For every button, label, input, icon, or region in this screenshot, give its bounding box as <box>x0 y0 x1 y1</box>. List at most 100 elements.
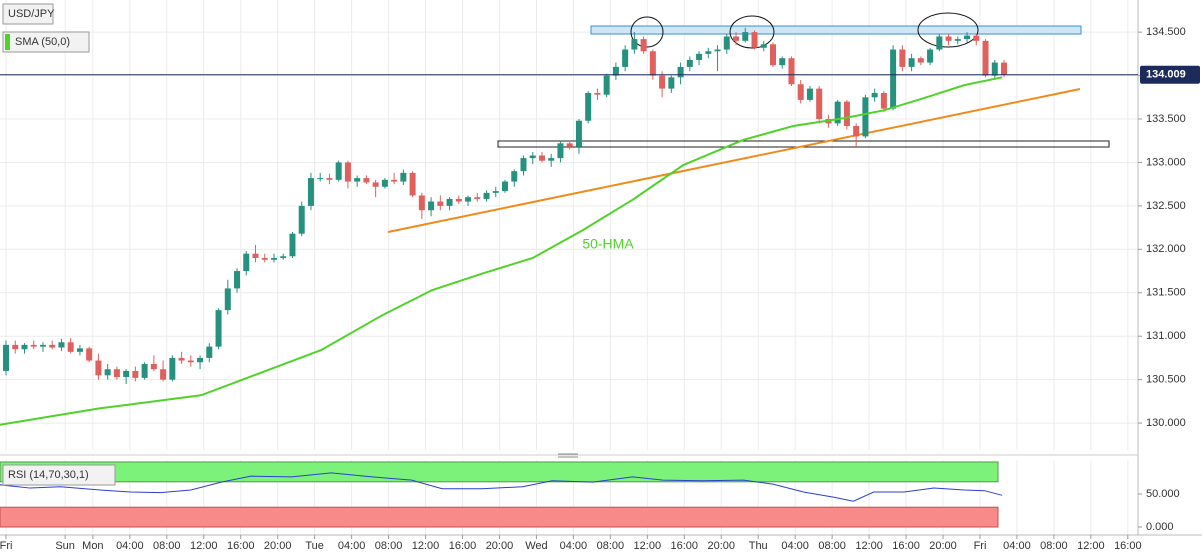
legend-swatch <box>5 34 10 50</box>
candle-body <box>945 36 952 41</box>
candle-body <box>234 271 241 289</box>
candle-body <box>640 39 647 52</box>
x-tick-label: 04:00 <box>338 540 366 552</box>
candle-body <box>843 101 850 126</box>
x-tick-label: 20:00 <box>707 540 735 552</box>
candle-body <box>160 369 167 380</box>
candle-body <box>890 49 897 109</box>
candle-body <box>834 101 841 124</box>
candle-body <box>1001 62 1008 75</box>
candle-body <box>612 66 619 76</box>
candle-body <box>677 66 684 78</box>
y-tick-label: 132.000 <box>1146 243 1186 255</box>
x-tick-label: 16:00 <box>1114 540 1142 552</box>
x-tick-label: 08:00 <box>375 540 403 552</box>
candle-body <box>631 39 638 50</box>
last-price-box <box>1140 65 1200 84</box>
candle-body <box>973 35 980 41</box>
candle-body <box>982 40 989 76</box>
x-tick-label: Wed <box>525 540 547 552</box>
x-tick-label: 12:00 <box>855 540 883 552</box>
candle-body <box>927 49 934 63</box>
candle-body <box>298 205 305 234</box>
candle-body <box>381 179 388 187</box>
x-tick-label: Thu <box>749 540 768 552</box>
candle-body <box>391 179 398 182</box>
candle-body <box>76 348 83 352</box>
candle-body <box>335 162 342 180</box>
candle-body <box>418 195 425 211</box>
candle-body <box>437 201 444 206</box>
x-tick-label: 16:00 <box>892 540 920 552</box>
x-tick-label: 08:00 <box>1040 540 1068 552</box>
y-tick-label: 131.500 <box>1146 287 1186 299</box>
candle-body <box>511 171 518 182</box>
candle-body <box>705 51 712 54</box>
x-tick-label: 08:00 <box>818 540 846 552</box>
candle-body <box>991 62 998 76</box>
candle-body <box>649 51 656 76</box>
x-tick-label: 04:00 <box>1003 540 1031 552</box>
candle-body <box>788 58 795 85</box>
candle-body <box>455 198 462 202</box>
candle-body <box>317 178 324 180</box>
candle-body <box>372 182 379 187</box>
trend-line <box>387 88 1081 233</box>
x-tick-label: 12:00 <box>190 540 218 552</box>
rsi-label: RSI (14,70,30,1) <box>8 469 89 481</box>
candle-body <box>733 36 740 41</box>
candle-body <box>206 346 213 358</box>
y-tick-label: 132.500 <box>1146 200 1186 212</box>
candle-body <box>538 155 545 161</box>
candle-body <box>224 288 231 311</box>
candle-body <box>132 370 139 378</box>
candle-body <box>400 172 407 182</box>
y-tick-label: 130.500 <box>1146 374 1186 386</box>
candle-body <box>243 253 250 272</box>
x-tick-label: 16:00 <box>671 540 699 552</box>
candle-body <box>714 49 721 52</box>
candle-body <box>853 125 860 137</box>
candle-body <box>659 75 666 89</box>
candle-body <box>270 258 277 260</box>
candle-body <box>483 192 490 199</box>
x-tick-label: Fri <box>974 540 987 552</box>
candle-body <box>178 357 185 361</box>
x-tick-label: 04:00 <box>781 540 809 552</box>
candle-body <box>150 363 157 370</box>
symbol-label: USD/JPY <box>8 8 55 20</box>
candle-body <box>474 197 481 199</box>
candle-body <box>197 357 204 363</box>
candle-body <box>520 158 527 172</box>
x-tick-label: Mon <box>82 540 103 552</box>
x-tick-label: 12:00 <box>634 540 662 552</box>
candle-body <box>465 197 472 202</box>
candle-body <box>307 178 314 206</box>
x-tick-label: 04:00 <box>116 540 144 552</box>
candle-body <box>289 233 296 257</box>
candle-body <box>603 75 610 95</box>
annotation: 50-HMA <box>582 236 634 252</box>
candle-body <box>622 49 629 67</box>
x-tick-label: 16:00 <box>449 540 477 552</box>
x-tick-label: 08:00 <box>153 540 181 552</box>
candle-body <box>723 36 730 50</box>
candle-body <box>3 344 10 371</box>
y-tick-label: 133.500 <box>1146 113 1186 125</box>
candle-body <box>964 35 971 40</box>
candle-body <box>696 53 703 60</box>
candle-body <box>492 191 499 193</box>
rsi-tick-label: 0.000 <box>1146 521 1174 533</box>
candle-body <box>428 201 435 211</box>
legend-box <box>2 3 54 25</box>
candle-body <box>797 84 804 100</box>
y-tick-label: 131.000 <box>1146 330 1186 342</box>
candle-body <box>779 58 786 66</box>
handle[interactable] <box>558 453 578 458</box>
candle-body <box>49 344 56 348</box>
x-tick-label: Tue <box>305 540 324 552</box>
candle-body <box>409 172 416 196</box>
candle-body <box>871 92 878 98</box>
legend-box <box>2 464 116 486</box>
